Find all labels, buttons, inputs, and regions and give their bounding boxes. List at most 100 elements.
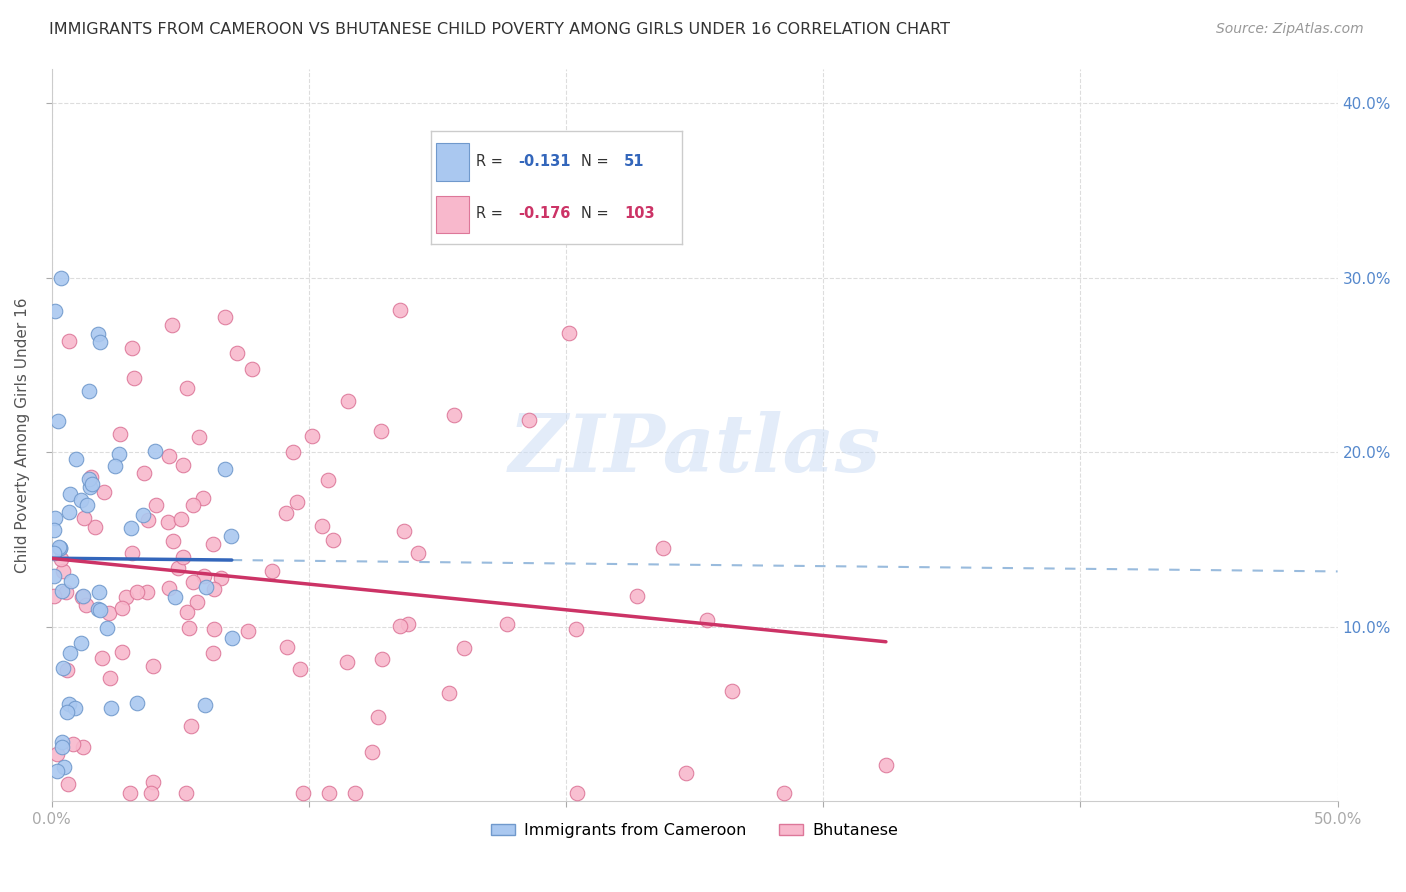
Point [52,661,75,675]
Point [696,614,718,628]
Point [82,477,104,491]
Point [142,775,165,789]
Point [139,785,162,799]
Point [52,564,75,578]
Point [170,512,193,526]
Point [46,414,69,428]
Point [72,590,94,604]
Point [97,607,120,621]
Point [142,659,165,673]
Point [51,735,73,749]
Point [343,785,366,799]
Point [121,341,143,355]
Point [42,546,65,560]
Point [160,318,183,333]
Point [96,621,118,635]
Point [322,533,344,547]
Point [55,584,77,599]
Point [336,655,359,669]
Point [565,623,588,637]
Point [291,785,314,799]
Point [558,326,581,340]
Point [58,697,80,711]
Point [202,582,225,597]
Point [219,528,242,542]
Point [143,444,166,458]
Point [56,777,79,791]
Point [773,785,796,799]
Point [135,584,157,599]
Point [49,541,72,555]
Point [221,632,243,646]
Point [58,505,80,519]
Point [367,710,389,724]
Point [93,484,115,499]
Point [157,582,180,596]
Point [69,635,91,649]
Point [496,617,519,632]
Point [45,764,67,778]
Point [72,740,94,755]
Text: IMMIGRANTS FROM CAMEROON VS BHUTANESE CHILD POVERTY AMONG GIRLS UNDER 16 CORRELA: IMMIGRANTS FROM CAMEROON VS BHUTANESE CH… [49,22,950,37]
Point [443,408,465,422]
Point [87,585,110,599]
Point [236,624,259,638]
Point [439,685,461,699]
Point [288,662,311,676]
Point [336,393,359,408]
Point [58,334,80,348]
Point [84,520,107,534]
Point [162,534,184,549]
Point [49,541,72,555]
Point [388,302,411,317]
Point [63,700,86,714]
Point [276,640,298,655]
Point [56,705,79,719]
Point [318,785,340,799]
Point [65,451,87,466]
Point [90,651,112,665]
Point [108,426,131,441]
Point [145,498,167,512]
Point [388,619,411,633]
Point [42,524,65,538]
Point [76,498,98,512]
Point [100,700,122,714]
Point [70,492,93,507]
Point [626,589,648,603]
Point [260,565,283,579]
Point [98,671,121,685]
Point [111,600,134,615]
Point [59,574,82,588]
Point [186,595,208,609]
Point [166,561,188,575]
Point [75,598,97,612]
Point [48,540,70,554]
Y-axis label: Child Poverty Among Girls Under 16: Child Poverty Among Girls Under 16 [15,297,30,573]
Point [721,684,744,698]
Point [875,757,897,772]
Point [121,545,143,559]
Point [118,785,141,799]
Point [62,737,84,751]
Point [172,550,194,565]
Point [202,622,225,636]
Point [51,584,73,599]
Point [179,621,201,635]
Point [176,605,198,619]
Point [202,646,225,660]
Point [517,413,540,427]
Point [370,425,392,439]
Point [240,362,263,376]
Point [183,499,205,513]
Point [42,568,65,582]
Point [214,462,236,476]
Point [115,590,138,604]
Point [111,645,134,659]
Point [195,580,218,594]
Point [89,602,111,616]
Point [453,640,475,655]
Point [214,310,236,325]
Point [301,429,323,443]
Point [108,447,131,461]
